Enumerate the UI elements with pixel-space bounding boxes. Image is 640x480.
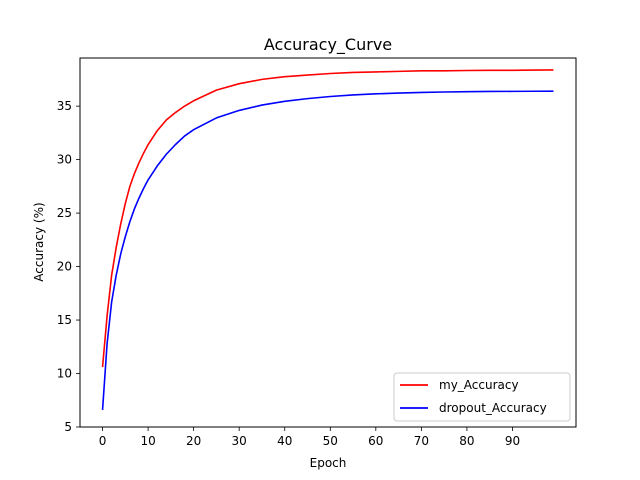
x-tick-label: 50	[323, 434, 338, 448]
plot-frame	[79, 57, 577, 428]
series-lines	[101, 69, 554, 410]
y-tick-label: 20	[57, 260, 72, 274]
y-tick-label: 35	[57, 99, 72, 113]
y-tick-label: 15	[57, 313, 72, 327]
x-tick-label: 40	[277, 434, 292, 448]
legend-label-dropout-accuracy: dropout_Accuracy	[439, 401, 547, 415]
x-tick-label: 10	[140, 434, 155, 448]
y-tick-label: 10	[57, 367, 72, 381]
plot-area	[80, 58, 576, 427]
x-axis-ticks: 0 10 20 30 40 50 60 70 80 90	[99, 427, 520, 448]
x-tick-label: 30	[232, 434, 247, 448]
x-tick-label: 70	[414, 434, 429, 448]
series-line-dropout-accuracy	[101, 90, 554, 410]
x-tick-label: 80	[459, 434, 474, 448]
y-axis-ticks: 5 10 15 20 25 30 35	[57, 99, 80, 434]
y-tick-label: 30	[57, 153, 72, 167]
x-tick-label: 60	[368, 434, 383, 448]
series-line-my-accuracy	[101, 69, 554, 368]
chart-title: Accuracy_Curve	[264, 35, 392, 55]
legend: my_Accuracy dropout_Accuracy	[393, 372, 571, 422]
x-tick-label: 90	[505, 434, 520, 448]
y-axis-label: Accuracy (%)	[32, 202, 46, 281]
y-tick-label: 25	[57, 206, 72, 220]
y-tick-label: 5	[64, 420, 72, 434]
legend-box	[393, 372, 571, 422]
x-tick-label: 0	[99, 434, 107, 448]
x-tick-label: 20	[186, 434, 201, 448]
x-axis-label: Epoch	[310, 456, 347, 470]
legend-label-my-accuracy: my_Accuracy	[439, 378, 519, 392]
